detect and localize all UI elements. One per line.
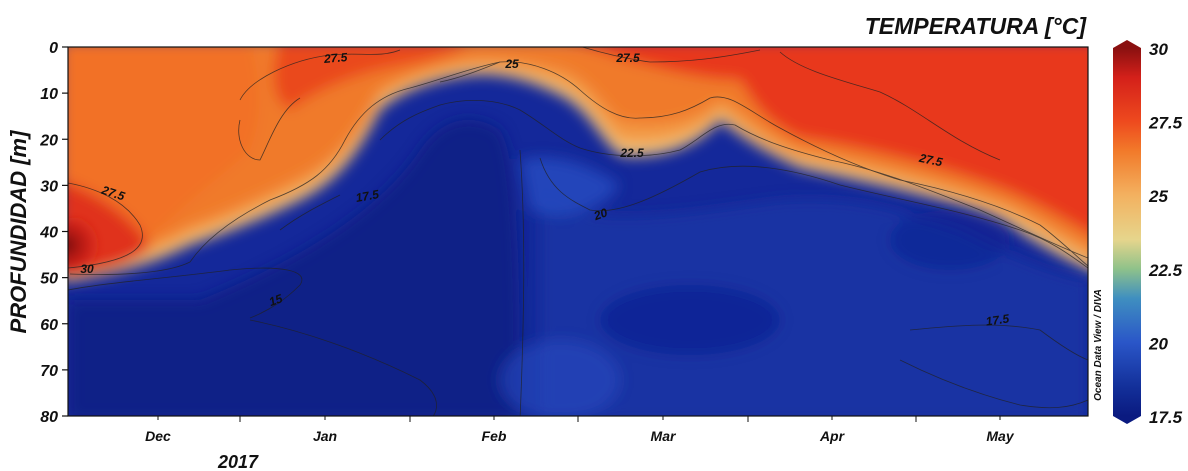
colorbar-tick-label: 30 xyxy=(1149,40,1168,59)
colorbar-tick-label: 27.5 xyxy=(1148,114,1183,133)
credit-text: Ocean Data View / DIVA xyxy=(1093,289,1104,401)
chart-title: TEMPERATURA [°C] xyxy=(865,13,1088,39)
contour-label: 15 xyxy=(267,291,285,309)
contour-label: 25 xyxy=(504,57,519,71)
y-tick-label: 50 xyxy=(40,271,58,288)
y-tick-label: 60 xyxy=(40,317,58,334)
colorbar-top-arrow xyxy=(1113,40,1141,48)
y-axis: 0 10 20 30 40 50 60 70 80 xyxy=(39,40,68,426)
colorbar-tick-label: 25 xyxy=(1148,187,1168,206)
colorbar-tick-label: 17.5 xyxy=(1149,408,1183,427)
colorbar: 30 27.5 25 22.5 20 17.5 xyxy=(1113,40,1183,427)
x-tick-label: May xyxy=(986,428,1014,444)
colorbar-bottom-arrow xyxy=(1113,416,1141,424)
y-axis-label: PROFUNDIDAD [m] xyxy=(6,130,31,334)
x-tick-label: Apr xyxy=(819,428,846,444)
x-tick-label: Jan xyxy=(313,428,337,444)
colorbar-tick-label: 22.5 xyxy=(1148,261,1183,280)
y-tick-label: 10 xyxy=(40,86,58,103)
contour-label: 27.5 xyxy=(322,50,348,66)
contour-label: 17.5 xyxy=(985,311,1010,328)
contour-label: 17.5 xyxy=(355,187,381,205)
contour-label: 20 xyxy=(591,205,610,223)
contour-lines xyxy=(68,47,1088,416)
contour-label: 30 xyxy=(80,262,94,276)
y-tick-label: 30 xyxy=(40,178,58,195)
contour-label: 27.5 xyxy=(917,151,944,170)
colorbar-tick-label: 20 xyxy=(1148,334,1168,353)
colorbar-scale xyxy=(1113,48,1141,416)
year-label: 2017 xyxy=(217,452,259,471)
y-tick-label: 40 xyxy=(39,225,58,242)
x-tick-label: Dec xyxy=(145,428,171,444)
x-axis: Dec Jan Feb Mar Apr May xyxy=(145,416,1015,444)
contour-label: 22.5 xyxy=(619,146,644,160)
contour-label: 27.5 xyxy=(615,51,640,65)
y-tick-label: 80 xyxy=(40,409,58,426)
x-tick-label: Mar xyxy=(651,428,677,444)
x-tick-label: Feb xyxy=(482,428,507,444)
colorbar-ticks: 30 27.5 25 22.5 20 17.5 xyxy=(1148,40,1183,427)
y-tick-label: 70 xyxy=(40,363,58,380)
y-tick-label: 0 xyxy=(49,40,58,57)
y-tick-label: 20 xyxy=(39,132,58,149)
